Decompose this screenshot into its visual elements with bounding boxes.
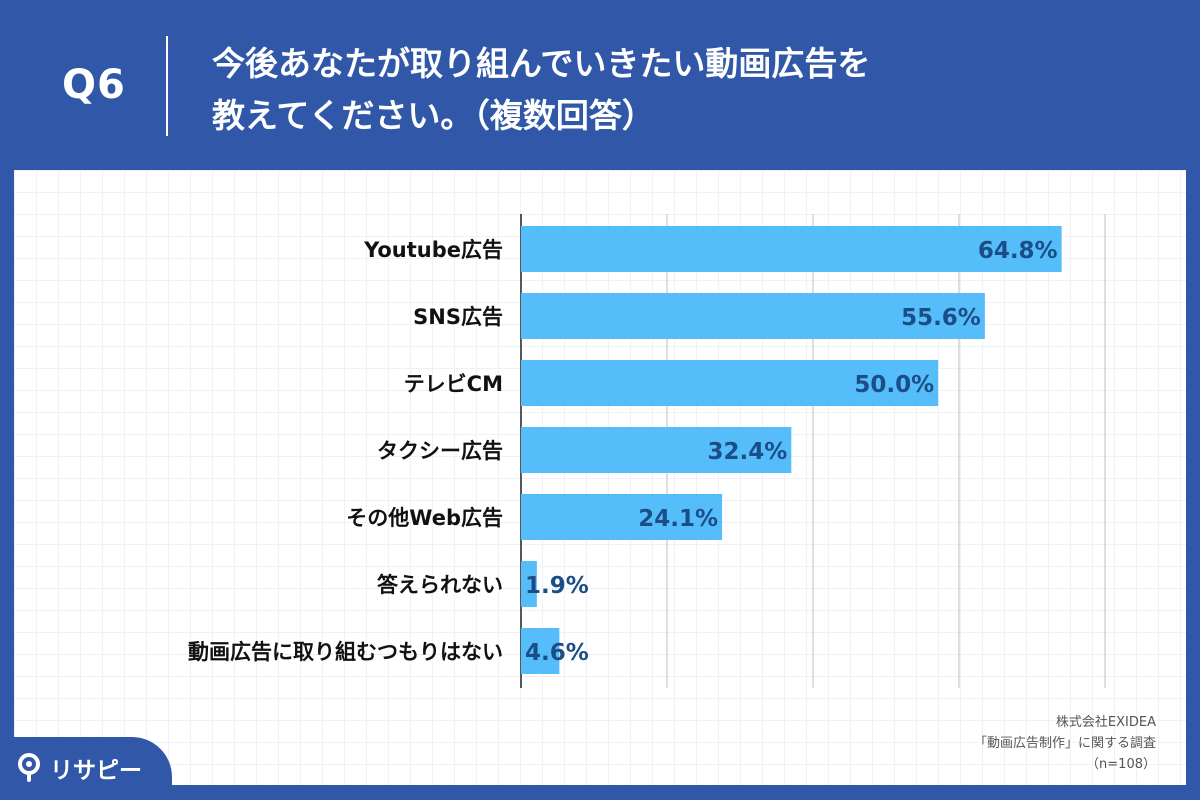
question-line-2: 教えてください。（複数回答） xyxy=(212,96,655,135)
source-note: 株式会社EXIDEA 「動画広告制作」に関する調査 （n=108） xyxy=(974,712,1156,775)
bar xyxy=(521,427,792,473)
value-label: 1.9% xyxy=(525,573,589,599)
bar xyxy=(521,226,1062,272)
question-title: 今後あなたが取り組んでいきたい動画広告を 教えてください。（複数回答） xyxy=(212,38,870,142)
category-label: SNS広告 xyxy=(413,305,503,329)
bar-chart: Youtube広告 64.8% SNS広告 55.6% テレビCM 50.0% タクシー広告… xyxy=(188,214,1106,688)
category-label: その他Web広告 xyxy=(346,506,503,530)
bar xyxy=(521,628,560,674)
logo-text: リサピー xyxy=(50,758,142,784)
header: Q6 今後あなたが取り組んでいきたい動画広告を 教えてください。（複数回答） xyxy=(0,0,1200,168)
logo-tab xyxy=(0,737,172,800)
value-label: 32.4% xyxy=(708,439,788,465)
source-sample-size: （n=108） xyxy=(1086,757,1156,772)
bar xyxy=(521,561,537,607)
header-divider xyxy=(166,36,168,136)
value-label: 64.8% xyxy=(978,238,1058,264)
category-label: テレビCM xyxy=(404,372,503,396)
brand-logo: リサピー xyxy=(16,751,142,785)
category-label: 答えられない xyxy=(377,573,503,597)
bar xyxy=(521,293,985,339)
category-label: タクシー広告 xyxy=(377,439,503,463)
value-label: 24.1% xyxy=(638,506,718,532)
category-label: Youtube広告 xyxy=(363,238,503,262)
chart-panel: Youtube広告 64.8% SNS広告 55.6% テレビCM 50.0% タクシー広告… xyxy=(14,170,1186,785)
source-survey: 「動画広告制作」に関する調査 xyxy=(973,736,1156,751)
value-label: 50.0% xyxy=(854,372,934,398)
bars xyxy=(521,226,1062,674)
category-label: 動画広告に取り組むつもりはない xyxy=(188,640,503,664)
value-label: 4.6% xyxy=(525,640,589,666)
value-label: 55.6% xyxy=(901,305,981,331)
question-line-1: 今後あなたが取り組んでいきたい動画広告を xyxy=(212,44,871,83)
bar xyxy=(521,360,939,406)
labels: Youtube広告 64.8% SNS広告 55.6% テレビCM 50.0% タクシー広告… xyxy=(188,238,1058,666)
bar xyxy=(521,494,723,540)
source-company: 株式会社EXIDEA xyxy=(1055,715,1156,730)
pin-icon xyxy=(18,753,40,782)
question-number: Q6 xyxy=(62,62,126,108)
